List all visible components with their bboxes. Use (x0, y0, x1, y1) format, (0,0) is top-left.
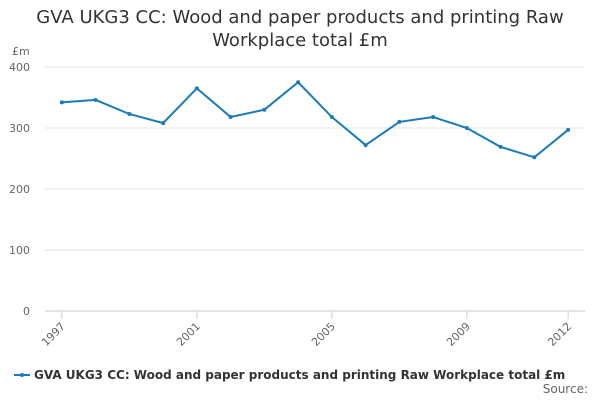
legend-marker (20, 373, 24, 377)
x-tick-label: 2001 (174, 320, 203, 349)
x-tick-label: 1997 (39, 320, 68, 349)
legend-label: GVA UKG3 CC: Wood and paper products and… (34, 368, 565, 382)
point (532, 155, 537, 160)
y-tick-label: 0 (23, 305, 30, 318)
point (161, 121, 166, 126)
y-tick-label: 100 (9, 244, 30, 257)
x-tick-label: 2012 (545, 320, 574, 349)
source: Source: (543, 382, 588, 396)
point (59, 100, 64, 105)
point (464, 126, 469, 130)
x-tick-label: 2005 (309, 320, 338, 349)
point (397, 119, 402, 124)
point (228, 115, 233, 120)
y-tick-label: 300 (9, 122, 30, 135)
y-tick-label: 400 (9, 61, 30, 74)
point (127, 111, 132, 116)
point (194, 86, 199, 91)
chart-title: GVA UKG3 CC: Wood and paper products and… (36, 7, 564, 51)
point (498, 144, 503, 149)
x-tick-label: 2009 (444, 320, 473, 349)
point (329, 115, 334, 120)
series-line (61, 80, 569, 159)
y-axis-label: £m (12, 45, 30, 58)
point (363, 143, 368, 148)
point (262, 107, 267, 112)
y-tick-label: 200 (9, 183, 30, 196)
point (431, 115, 436, 120)
point (566, 127, 571, 132)
point (296, 80, 301, 85)
point (93, 97, 98, 102)
